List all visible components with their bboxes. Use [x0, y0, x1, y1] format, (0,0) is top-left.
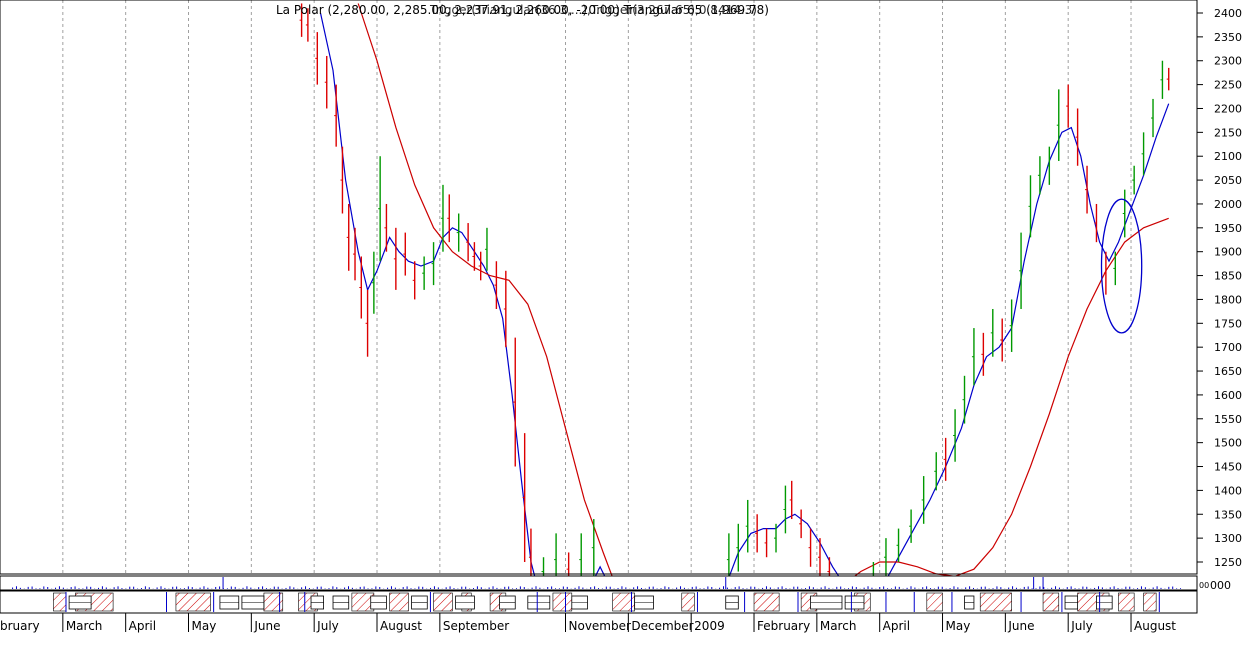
- x-axis: bruary March April May June July August Septemb…: [0, 613, 1176, 633]
- y-tick-label: 1600: [1214, 389, 1242, 402]
- period-block-hatched: [753, 592, 780, 612]
- period-strip-blocks: [53, 592, 1160, 612]
- y-tick-label: 2200: [1214, 102, 1242, 115]
- y-tick-label: 2400: [1214, 7, 1242, 20]
- period-block-hatched: [681, 592, 695, 612]
- y-tick-label: 1650: [1214, 365, 1242, 378]
- volume-axis-small-label: 00: [1199, 581, 1209, 590]
- y-tick-label: 2250: [1214, 79, 1242, 92]
- y-tick-label: 1950: [1214, 222, 1242, 235]
- x-month-label: 2009: [694, 619, 725, 633]
- x-month-label: August: [1134, 619, 1176, 633]
- y-tick-label: 1750: [1214, 317, 1242, 330]
- moving-average-line: [841, 217, 1169, 587]
- y-tick-label: 2350: [1214, 31, 1242, 44]
- x-month-label: April: [883, 619, 910, 633]
- chart-title-overlap: Trigger(Triangular(36.3,...),Trigger(3,2…: [429, 3, 757, 17]
- period-block-hatched: [1042, 592, 1060, 612]
- x-month-label: June: [253, 619, 280, 633]
- period-block-hatched: [552, 592, 573, 612]
- grid-lines: [62, 0, 1132, 574]
- y-tick-label: 1800: [1214, 293, 1242, 306]
- y-tick-label: 2300: [1214, 55, 1242, 68]
- period-block-hatched: [175, 592, 211, 612]
- x-month-label: February: [757, 619, 810, 633]
- period-block-hatched: [53, 592, 67, 612]
- plot-frame: [0, 0, 1198, 575]
- annotation-ellipse: [1100, 198, 1143, 334]
- y-tick-label: 2100: [1214, 150, 1242, 163]
- period-block-hatched: [979, 592, 1012, 612]
- y-tick-label: 2000: [1214, 198, 1242, 211]
- moving-average-line: [319, 12, 538, 587]
- x-month-label: September: [443, 619, 509, 633]
- y-tick-label: 1450: [1214, 461, 1242, 474]
- x-month-label: March: [820, 619, 857, 633]
- x-month-label: June: [1007, 619, 1034, 633]
- y-tick-label: 1700: [1214, 341, 1242, 354]
- y-axis: 1250 1300 1350 1400 1450 1500 1550 1600 1650 1700…: [1197, 7, 1242, 569]
- period-block-hatched: [1143, 592, 1157, 612]
- annotation-layer: [1100, 198, 1143, 334]
- period-block-hatched: [926, 592, 943, 612]
- y-tick-label: 1250: [1214, 556, 1242, 569]
- period-block-hatched: [389, 592, 409, 612]
- y-tick-label: 1500: [1214, 437, 1242, 450]
- y-tick-label: 1400: [1214, 484, 1242, 497]
- y-tick-label: 2150: [1214, 126, 1242, 139]
- price-bars: [299, 3, 1170, 586]
- x-month-label: August: [380, 619, 422, 633]
- x-month-label: May: [192, 619, 217, 633]
- moving-average-line: [882, 103, 1170, 587]
- y-tick-label: 1300: [1214, 532, 1242, 545]
- period-block-hatched: [1118, 592, 1135, 612]
- chart-title: La Polar (2,280.00, 2,285.00, 2,237.91, …: [276, 3, 769, 17]
- y-tick-label: 1850: [1214, 270, 1242, 283]
- volume-bars: [12, 577, 1182, 589]
- y-tick-label: 1550: [1214, 413, 1242, 426]
- y-tick-label: 1350: [1214, 508, 1242, 521]
- y-tick-label: 2050: [1214, 174, 1242, 187]
- x-month-label: bruary: [0, 619, 40, 633]
- x-month-label: December: [631, 619, 693, 633]
- x-month-label: July: [1070, 619, 1093, 633]
- x-month-label: July: [316, 619, 339, 633]
- x-month-label: April: [129, 619, 156, 633]
- volume-panel: [0, 575, 1198, 591]
- period-block-hatched: [433, 592, 453, 612]
- x-month-label: May: [946, 619, 971, 633]
- x-month-label: March: [66, 619, 103, 633]
- y-tick-label: 1900: [1214, 246, 1242, 259]
- x-month-label: November: [569, 619, 631, 633]
- moving-average-lines: [319, 3, 1170, 587]
- volume-axis-label: 000: [1210, 579, 1231, 592]
- moving-average-line: [357, 3, 617, 587]
